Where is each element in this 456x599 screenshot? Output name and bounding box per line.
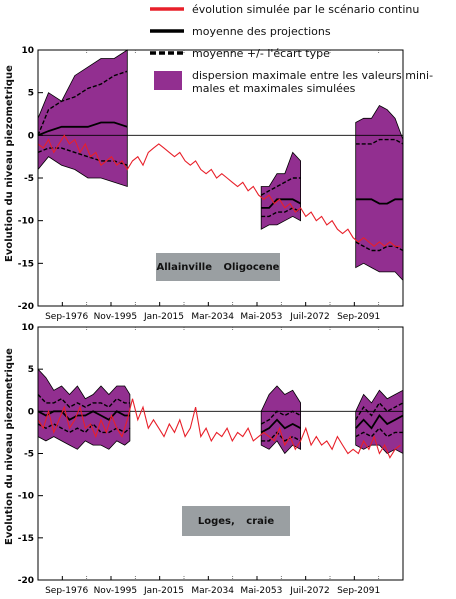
plus-sd-line-2: [260, 177, 301, 196]
legend-label-stddev: moyenne +/- l'écart type: [192, 47, 330, 60]
x-tick-label: Mai-2053: [240, 312, 282, 322]
dispersion-area-2: [260, 385, 302, 455]
y-tick-label: 0: [28, 131, 34, 141]
y-tick-label: 5: [28, 365, 34, 375]
mean-line-1: [37, 121, 128, 137]
minus-sd-line-1: [37, 147, 128, 166]
plus-sd-line-3: [355, 138, 404, 145]
y-tick-label: 5: [28, 89, 34, 99]
x-tick-label: Sep-1976: [45, 586, 88, 596]
plus-sd-line-1: [37, 394, 130, 408]
dispersion-area-3: [355, 104, 404, 282]
mean-line-3: [355, 414, 404, 430]
legend-swatch-dashed-line: [150, 51, 184, 55]
minus-sd-line-3: [355, 427, 403, 438]
y-tick-label: -5: [24, 450, 34, 460]
chart-panel-2: 10 5 0 -5 -10 -15 -20 Sep-1976 Nov-1995 Jan-2015 M…: [18, 323, 404, 596]
x-tick-label: Nov-1995: [94, 312, 137, 322]
x-tick-label: Nov-1995: [94, 586, 137, 596]
x-tick-label: Jan-2015: [143, 312, 184, 322]
x-tick-label: Sep-2091: [337, 312, 380, 322]
plus-sd-line-3: [355, 401, 404, 421]
legend-swatch-black-line: [150, 29, 184, 33]
y-tick-label: -5: [24, 174, 34, 184]
dispersion-area-1: [37, 49, 128, 188]
minus-sd-line-2: [261, 431, 301, 442]
station-label-loges: Loges, craie: [182, 506, 290, 536]
y-tick-label: 10: [21, 46, 34, 56]
legend-swatch-purple-box: [154, 71, 182, 90]
x-tick-label: Sep-2091: [337, 586, 380, 596]
x-tick-label: Juil-2072: [289, 312, 330, 322]
y-tick-label: -15: [18, 534, 34, 544]
mean-line-2: [260, 418, 302, 434]
y-tick-label: 0: [28, 407, 34, 417]
y-tick-label: -20: [18, 302, 34, 312]
legend-swatch-red-line: [150, 7, 184, 11]
x-tick-label: Mar-2034: [191, 312, 234, 322]
y-tick-label: -10: [18, 217, 34, 227]
plus-sd-line-1: [37, 70, 128, 136]
simulated-line: [37, 398, 401, 459]
mean-line-1: [37, 410, 130, 421]
y-tick-label: -10: [18, 492, 34, 502]
y-tick-label: 10: [21, 323, 34, 333]
x-tick-label: Mar-2034: [191, 586, 234, 596]
legend-label-dispersion: dispersion maximale entre les valeurs mi…: [192, 69, 434, 95]
y-tick-label: -20: [18, 576, 34, 586]
mean-line-2: [261, 198, 302, 209]
dispersion-area-1: [37, 368, 131, 450]
minus-sd-line-2: [261, 207, 301, 218]
x-tick-label: Juil-2072: [289, 586, 330, 596]
x-tick-label: Sep-1976: [45, 312, 88, 322]
mean-line-3: [355, 198, 403, 205]
legend: évolution simulée par le scénario contin…: [150, 0, 456, 100]
y-axis-label-bottom: Evolution du niveau piezometrique: [4, 348, 15, 545]
simulated-line: [37, 134, 401, 248]
station-label-allainville: Allainville Oligocene: [156, 253, 280, 281]
x-tick-label: Jan-2015: [143, 586, 184, 596]
y-tick-label: -15: [18, 259, 34, 269]
dispersion-area-2: [260, 151, 302, 230]
legend-label-mean: moyenne des projections: [192, 25, 331, 38]
x-tick-label: Mai-2053: [240, 586, 282, 596]
plus-sd-line-2: [260, 410, 301, 425]
y-axis-label-top: Evolution du niveau piezometrique: [4, 65, 15, 262]
legend-label-simulated: évolution simulée par le scénario contin…: [192, 3, 420, 16]
chart-panel-1: 10 5 0 -5 -10 -15 -20 Sep-1976 Nov-1995 Jan-2015 M…: [18, 46, 404, 322]
